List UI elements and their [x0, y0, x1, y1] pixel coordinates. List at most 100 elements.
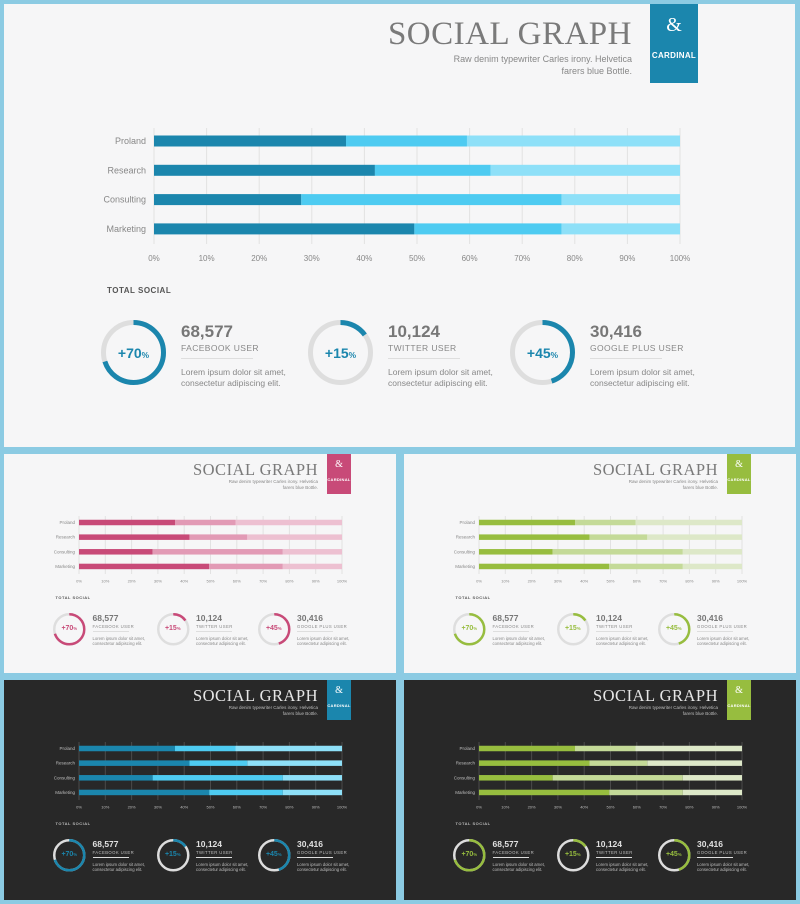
- brand-tag-label: CARDINAL: [727, 477, 751, 482]
- bar-segment: [282, 549, 342, 555]
- bar-segment: [189, 760, 248, 766]
- stat-description-line-2: consectetur adipiscing elit.: [697, 641, 747, 647]
- stat-label: TWITTER USER: [196, 623, 233, 629]
- stat-description-line-2: consectetur adipiscing elit.: [92, 867, 143, 873]
- slide-subtitle: Raw denim typewriter Carles irony. Helve…: [628, 705, 718, 716]
- ring-progress-arc: [257, 838, 290, 871]
- stat-percent-value: +15: [164, 624, 177, 632]
- stacked-bar-chart: 0% 10% 20% 30% 40% 50% 60% 70% 80% 90% 100% Proland…: [54, 516, 348, 584]
- slide-pink-light[interactable]: SOCIAL GRAPH Raw denim typewriter Carles…: [4, 454, 396, 673]
- stat-percent: +15%: [156, 851, 191, 858]
- total-social-label: TOTAL SOCIAL: [107, 286, 172, 295]
- stat-card: +15% 10,124 TWITTER USER Lorem ipsum dol…: [156, 612, 276, 647]
- stat-label: GOOGLE PLUS USER: [297, 849, 348, 855]
- stat-value: 10,124: [596, 613, 622, 623]
- slide-subtitle: Raw denim typewriter Carles irony. Helve…: [228, 705, 318, 716]
- ampersand-icon: &: [735, 685, 743, 696]
- bar-segment: [154, 223, 415, 235]
- x-tick-label: 100%: [337, 579, 348, 584]
- ring-progress-arc: [657, 612, 690, 645]
- stat-value: 30,416: [297, 613, 323, 623]
- bar-segment: [682, 549, 742, 555]
- stat-card: +45% 30,416 GOOGLE PLUS USER Lorem ipsum…: [257, 612, 377, 647]
- slide-blue-light[interactable]: SOCIAL GRAPH Raw denim typewriter Carles…: [4, 4, 795, 447]
- stat-divider: [388, 358, 460, 359]
- donut-progress-ring: [53, 612, 86, 645]
- bar-segment: [79, 534, 190, 540]
- slide-green-light[interactable]: SOCIAL GRAPH Raw denim typewriter Carles…: [404, 454, 796, 673]
- slide-green-dark[interactable]: SOCIAL GRAPH Raw denim typewriter Carles…: [404, 680, 796, 900]
- bar-segment: [479, 563, 610, 570]
- x-tick-label: 80%: [685, 805, 693, 810]
- stat-description-line-2: consectetur adipiscing elit.: [596, 641, 646, 647]
- bar-segment: [479, 775, 553, 781]
- category-label: Consulting: [103, 195, 146, 205]
- x-tick-label: 60%: [462, 254, 478, 263]
- stat-value: 68,577: [181, 322, 233, 341]
- stat-description-line-1: Lorem ipsum dolor sit amet,: [492, 635, 545, 641]
- ring-progress-arc: [308, 320, 373, 385]
- bar-segment: [682, 563, 742, 570]
- bar-segment: [79, 519, 175, 526]
- stat-description: Lorem ipsum dolor sit amet, consectetur a…: [93, 862, 145, 873]
- stat-label: GOOGLE PLUS USER: [590, 343, 684, 353]
- x-tick-label: 30%: [304, 254, 320, 263]
- x-tick-label: 100%: [337, 805, 348, 810]
- stat-percent-value: +15: [324, 344, 349, 361]
- bar-segment: [79, 563, 210, 570]
- stat-percent: +45%: [509, 345, 576, 361]
- stat-percent-value: +70: [117, 344, 142, 361]
- slide-blue-dark[interactable]: SOCIAL GRAPH Raw denim typewriter Carles…: [4, 680, 396, 900]
- stat-label: GOOGLE PLUS USER: [297, 623, 348, 629]
- total-social-label: TOTAL SOCIAL: [55, 595, 91, 600]
- stat-percent: +70%: [452, 625, 487, 632]
- stat-value: 10,124: [196, 839, 222, 849]
- bar-segment: [282, 563, 342, 570]
- x-tick-label: 10%: [501, 805, 509, 810]
- stat-card: +15% 10,124 TWITTER USER Lorem ipsum dol…: [556, 612, 676, 647]
- x-tick-label: 90%: [312, 579, 320, 584]
- x-tick-label: 90%: [712, 805, 720, 810]
- stat-percent: +15%: [556, 625, 591, 632]
- stat-value: 68,577: [92, 839, 119, 849]
- stat-description: Lorem ipsum dolor sit amet, consectetur a…: [596, 636, 648, 647]
- stat-description-line-2: consectetur adipiscing elit.: [196, 867, 246, 873]
- x-tick-label: 0%: [476, 805, 482, 810]
- donut-progress-ring: [156, 838, 189, 871]
- x-tick-label: 40%: [580, 805, 588, 810]
- bar-segment: [152, 775, 283, 781]
- x-tick-label: 30%: [554, 805, 562, 810]
- stacked-bar-chart: 0% 10% 20% 30% 40% 50% 60% 70% 80% 90% 100% Proland…: [103, 128, 690, 263]
- ring-progress-arc: [156, 838, 189, 871]
- bar-segment: [647, 534, 742, 540]
- stat-card: +45% 30,416 GOOGLE PLUS USER Lorem ipsum…: [657, 838, 777, 873]
- bar-segment: [589, 760, 648, 766]
- stat-percent-unit: %: [176, 851, 181, 857]
- ampersand-icon: &: [735, 459, 743, 470]
- category-label: Research: [456, 535, 476, 540]
- stacked-bar-chart: 0% 10% 20% 30% 40% 50% 60% 70% 80% 90% 100% Proland…: [454, 516, 748, 584]
- stat-description: Lorem ipsum dolor sit amet, consectetur a…: [493, 862, 545, 873]
- stat-percent: +45%: [257, 625, 292, 632]
- stat-percent: +15%: [307, 345, 374, 361]
- x-tick-label: 80%: [285, 805, 293, 810]
- stat-percent-unit: %: [576, 625, 581, 631]
- bar-segment: [479, 760, 590, 766]
- x-tick-label: 40%: [180, 579, 188, 584]
- x-tick-label: 30%: [554, 579, 562, 584]
- slide-title: SOCIAL GRAPH: [192, 686, 318, 705]
- x-tick-label: 40%: [180, 805, 188, 810]
- stat-card: +70% 68,577 FACEBOOK USER Lorem ipsum do…: [100, 319, 340, 389]
- x-tick-label: 70%: [659, 579, 667, 584]
- bar-segment: [174, 519, 236, 526]
- category-label: Consulting: [54, 775, 76, 780]
- bar-segment: [574, 519, 636, 526]
- x-tick-label: 0%: [148, 254, 160, 263]
- bar-segment: [247, 760, 342, 766]
- bar-segment: [574, 745, 636, 752]
- stat-description-line-1: Lorem ipsum dolor sit amet,: [388, 367, 493, 377]
- bar-segment: [235, 519, 342, 526]
- bar-segment: [79, 775, 153, 781]
- bar-segment: [682, 789, 742, 796]
- bar-segment: [174, 745, 236, 752]
